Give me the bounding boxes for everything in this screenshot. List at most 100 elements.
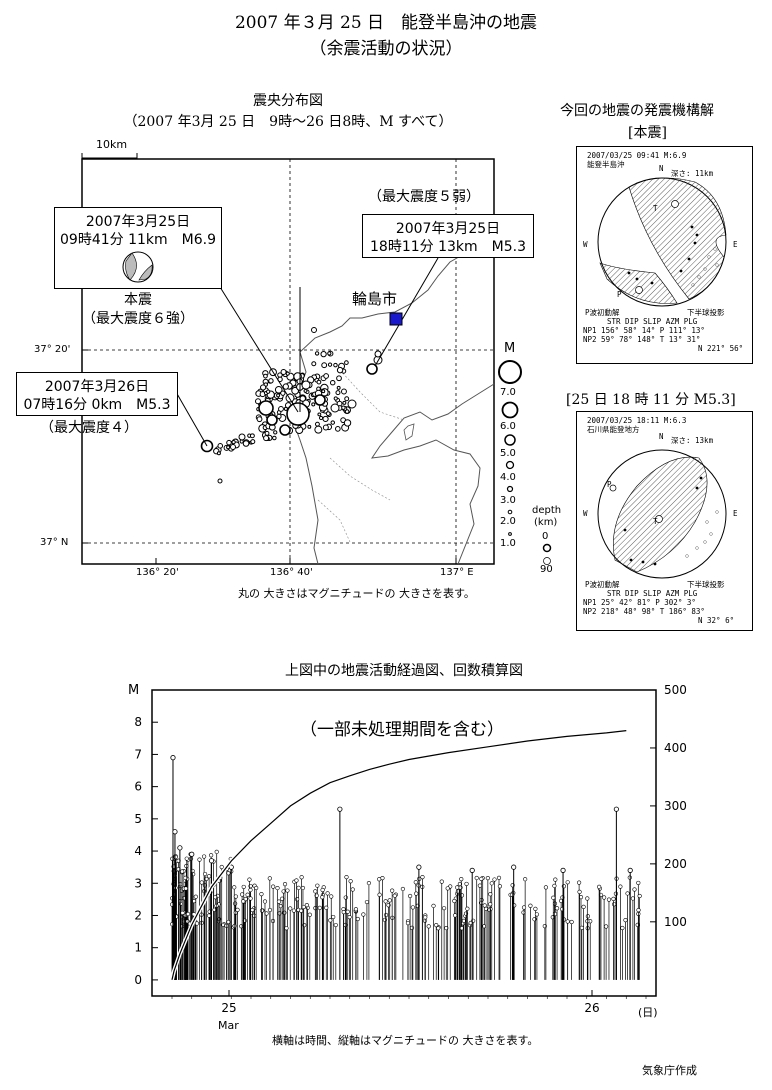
west-callout-date: 2007年3月26日 [44, 379, 150, 395]
stem-head [452, 898, 457, 904]
east-callout: 2007年3月25日 18時11分 13km M5.3 [362, 214, 534, 258]
cumulative-line [171, 730, 627, 980]
epicenter-dot [264, 430, 270, 436]
stem-head [577, 880, 582, 885]
stem-head [315, 883, 320, 888]
epicenter-dot [249, 433, 255, 439]
stem-head [199, 880, 204, 885]
stem-head [569, 919, 574, 925]
y-right-tick-label: 500 [664, 683, 687, 697]
stem-head [204, 876, 209, 881]
stem-head [184, 856, 189, 861]
mainshock-intensity: （最大震度６強） [82, 311, 194, 327]
y-right-tick-label: 100 [664, 915, 687, 929]
lon-label-1: 136° 20' [136, 567, 179, 578]
stem-major-head [416, 864, 422, 870]
mainshock-name: 本震 [124, 292, 152, 308]
stem-head [523, 877, 528, 882]
stem-head [474, 875, 479, 881]
fm2-legend-right: 下半球投影 [687, 580, 725, 589]
stem-head [618, 884, 623, 889]
stem-head [426, 924, 431, 929]
lat-label-2: 37° N [40, 537, 69, 548]
stem-head [488, 892, 493, 897]
stem-head [423, 915, 428, 920]
mainshock-beachball-icon [122, 251, 154, 283]
stem-head [285, 888, 290, 893]
stem-head [185, 911, 191, 917]
epicenter-dot [256, 416, 263, 423]
stem-head [202, 871, 208, 877]
stem-head [577, 889, 582, 894]
epicenter-dot [335, 426, 341, 432]
stem-head [324, 905, 329, 910]
stem-head [314, 893, 319, 898]
stem-head [552, 911, 558, 917]
stem-head [533, 906, 538, 911]
stem-head [463, 911, 469, 916]
stem-head [550, 915, 555, 920]
stem-head [313, 889, 318, 894]
stem-head [444, 925, 449, 931]
stem-head [455, 885, 460, 890]
epicenter-dot [311, 327, 317, 333]
fm-np1: NP1 156° 58° 14° P 111° 13° [583, 326, 705, 335]
stem-head [329, 894, 334, 899]
epicenter-dot [314, 394, 326, 406]
stem-head [532, 917, 537, 922]
stem-head [602, 895, 607, 900]
stem-head [271, 884, 276, 889]
fm-east: E [733, 240, 738, 249]
mag-legend-1: 1.0 [500, 538, 516, 549]
epicenter-dot [336, 375, 342, 382]
stem-head [212, 907, 217, 912]
timeseries-caption: 横軸は時間、縦軸はマグニチュードの 大きさを表す。 [272, 1034, 539, 1047]
stem-head [521, 905, 527, 910]
epicenter-dot [265, 389, 271, 394]
epicenter-dot [342, 400, 347, 405]
stem-head [348, 879, 353, 884]
stem-head [300, 885, 306, 891]
fm2-west: W [583, 509, 588, 518]
page-subtitle: （余震活動の状況） [309, 39, 463, 59]
stem-head [317, 905, 322, 910]
stem-head [248, 887, 253, 893]
epicenter-dot [231, 440, 236, 445]
lat-label-1: 37° 20' [34, 344, 71, 355]
stem-head [492, 877, 497, 882]
stem-head [276, 899, 282, 904]
fm-west: W [583, 240, 588, 249]
map-period: （2007 年3月 25 日 9時～26 日8時、M すべて） [123, 114, 453, 130]
stem-head [209, 853, 214, 858]
stem-head [183, 875, 188, 880]
epicenter-dot [276, 413, 282, 420]
epicenter-dot [329, 379, 336, 386]
epicenter-dot [255, 398, 262, 405]
stem-head [578, 895, 584, 900]
stem-major-head [170, 755, 176, 761]
chart-frame [151, 689, 657, 997]
stem-major-head [469, 867, 475, 873]
stem-head [408, 893, 413, 899]
fm2-cols: STR DIP SLIP AZM PLG [607, 589, 698, 598]
epicenter-dot [341, 388, 347, 395]
epicenter-dot [301, 380, 311, 390]
stem-head [528, 903, 533, 908]
epicenter-dot [321, 362, 328, 369]
credit: 気象庁作成 [642, 1064, 697, 1077]
stem-head [267, 907, 273, 913]
epicenter-dot [250, 439, 256, 445]
x-tick-label: 25 [221, 1001, 236, 1015]
y-left-tick-label: 8 [134, 715, 142, 729]
epicenter-dot [273, 430, 278, 435]
epicenter-dot [314, 351, 320, 356]
stem-head [333, 922, 338, 928]
stem-head [477, 883, 482, 888]
timeseries-title: 上図中の地震活動経過図、回数積算図 [285, 663, 523, 679]
stem-major-head [189, 851, 195, 857]
stem-head [489, 881, 494, 886]
epicenter-dot [333, 362, 338, 368]
stem-head [185, 919, 190, 924]
y-right-tick-label: 400 [664, 741, 687, 755]
